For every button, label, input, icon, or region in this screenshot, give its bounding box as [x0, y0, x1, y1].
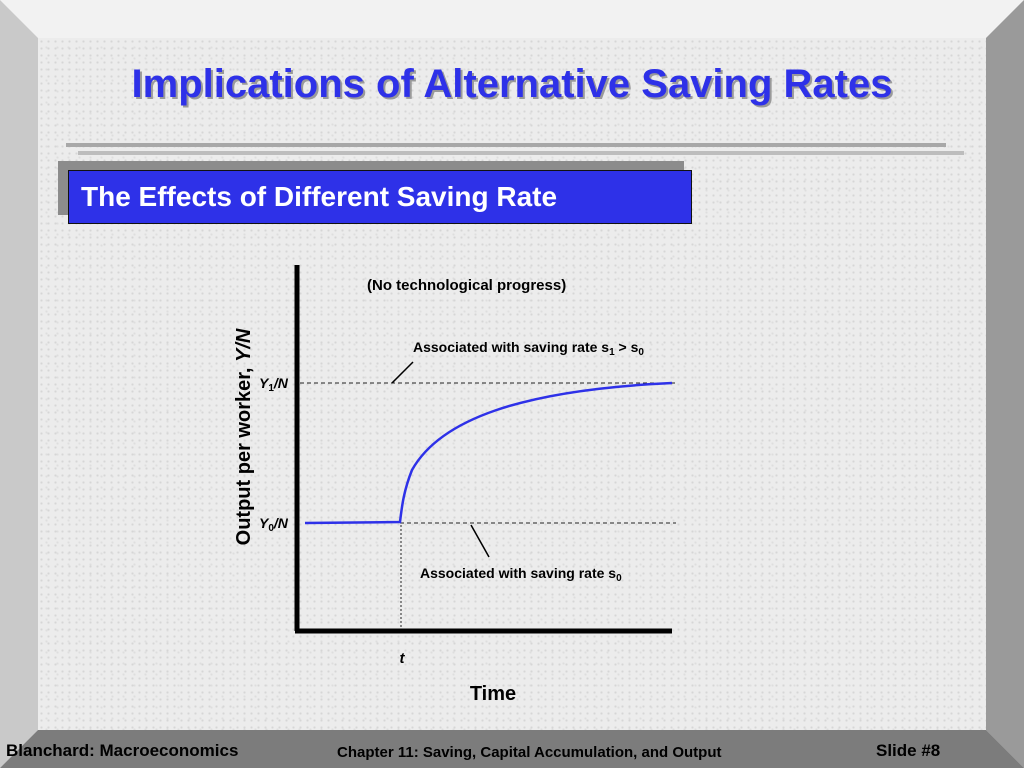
- y-axis-title: Output per worker, Y/N: [233, 328, 255, 545]
- y1-tick-N: /N: [273, 375, 289, 391]
- title-rule-upper: [66, 143, 946, 147]
- y-axis-title-var: Y/N: [233, 328, 255, 362]
- title-rule-lower: [78, 151, 964, 155]
- s1-label: Associated with saving rate s1 > s0: [413, 339, 644, 358]
- footer-chapter: Chapter 11: Saving, Capital Accumulation…: [337, 744, 722, 761]
- x-axis-title: Time: [470, 683, 516, 705]
- s0-label: Associated with saving rate s0: [420, 565, 622, 584]
- frame-edge-top: [0, 0, 1024, 38]
- s1-pointer-line: [391, 361, 414, 384]
- y0-tick-sub: 0: [268, 523, 274, 534]
- output-path-curve: [304, 381, 673, 525]
- y1-tick-label: Y1/N: [259, 375, 289, 394]
- s1-label-gt: > s: [615, 339, 639, 355]
- s0-label-sub: 0: [616, 573, 622, 584]
- frame-edge-bottom: [0, 730, 1024, 768]
- y0-tick-label: Y0/N: [259, 515, 289, 534]
- s1-label-sub1: 1: [609, 347, 615, 358]
- subtitle-text: The Effects of Different Saving Rate: [81, 181, 558, 212]
- footer-slide-number: Slide #8: [876, 741, 941, 760]
- y1-tick-Y: Y: [259, 375, 270, 391]
- slide-title: Implications of Alternative Saving Rates: [131, 62, 893, 106]
- s1-label-main: Associated with saving rate s: [413, 339, 609, 355]
- t-tick-label: t: [400, 650, 406, 667]
- y0-tick-N: /N: [273, 515, 289, 531]
- y-axis-title-text: Output per worker,: [233, 362, 255, 545]
- y0-tick-Y: Y: [259, 515, 270, 531]
- footer-book-title: Blanchard: Macroeconomics: [6, 741, 239, 760]
- s0-label-main: Associated with saving rate s: [420, 565, 616, 581]
- s0-pointer-line: [470, 524, 490, 558]
- frame-edge-left: [0, 0, 38, 768]
- y1-tick-sub: 1: [268, 383, 274, 394]
- s1-label-sub0: 0: [638, 347, 644, 358]
- frame-edge-right: [986, 0, 1024, 768]
- subtitle-box: The Effects of Different Saving Rate: [68, 170, 692, 224]
- no-tech-progress-note: (No technological progress): [367, 277, 566, 294]
